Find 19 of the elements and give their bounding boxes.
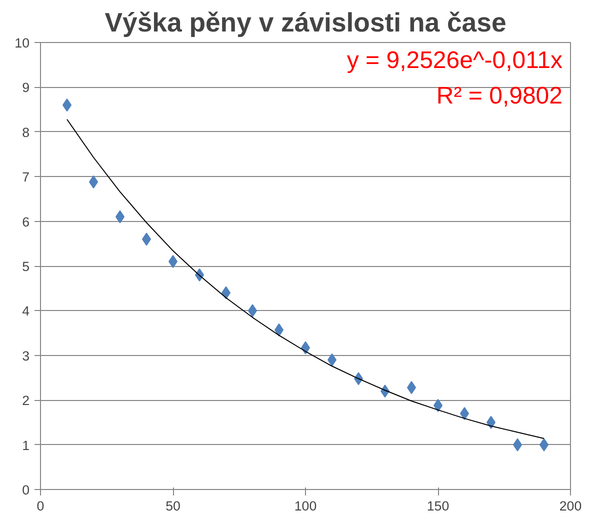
annotation: R² = 0,9802 <box>436 82 563 110</box>
annotation: y = 9,2526e^-0,011x <box>346 46 563 74</box>
y-tick-label: 8 <box>22 124 30 140</box>
y-tick-label: 7 <box>22 170 30 185</box>
x-tick-label: 50 <box>166 498 180 514</box>
chart-title: Výška pěny v závislosti na čase <box>104 8 506 38</box>
y-tick-label: 6 <box>22 214 30 230</box>
x-tick-label: 200 <box>559 498 582 514</box>
y-tick-label: 10 <box>14 36 30 50</box>
y-tick-label: 0 <box>22 482 30 498</box>
x-tick-label: 0 <box>36 498 44 514</box>
x-tick-label: 100 <box>294 498 317 514</box>
y-tick-label: 3 <box>22 348 30 364</box>
y-tick-label: 5 <box>22 259 30 274</box>
y-tick-label: 2 <box>22 393 30 408</box>
y-tick-label: 9 <box>22 80 30 96</box>
y-tick-label: 4 <box>22 304 30 319</box>
y-tick-label: 1 <box>22 438 30 453</box>
x-tick-label: 150 <box>426 498 450 514</box>
